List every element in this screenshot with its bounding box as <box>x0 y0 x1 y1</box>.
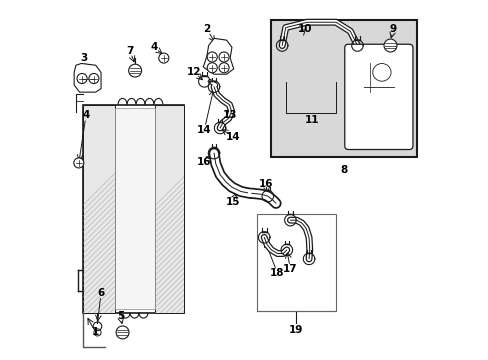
Circle shape <box>89 73 99 84</box>
Text: 7: 7 <box>126 46 133 56</box>
Text: 16: 16 <box>197 157 211 167</box>
Text: 4: 4 <box>150 42 158 52</box>
Text: 12: 12 <box>187 67 201 77</box>
Polygon shape <box>74 63 101 92</box>
Text: 18: 18 <box>270 268 284 278</box>
Circle shape <box>77 73 87 84</box>
Text: 2: 2 <box>203 24 210 35</box>
Polygon shape <box>203 39 233 74</box>
Circle shape <box>74 158 83 168</box>
Bar <box>257 214 335 311</box>
Bar <box>115 108 155 309</box>
FancyBboxPatch shape <box>344 44 412 149</box>
Text: 19: 19 <box>289 325 303 335</box>
Text: 9: 9 <box>389 24 396 35</box>
Circle shape <box>219 63 228 73</box>
Circle shape <box>116 326 129 339</box>
Text: 14: 14 <box>225 132 240 142</box>
Text: 4: 4 <box>82 111 89 121</box>
Text: 16: 16 <box>258 179 273 189</box>
Text: 10: 10 <box>298 24 312 35</box>
Bar <box>155 105 183 313</box>
Circle shape <box>159 53 168 63</box>
Circle shape <box>383 39 396 52</box>
Text: 3: 3 <box>80 53 87 63</box>
Circle shape <box>219 52 228 62</box>
Text: 13: 13 <box>223 111 237 121</box>
Text: 14: 14 <box>197 125 211 135</box>
Text: 15: 15 <box>225 197 240 207</box>
Bar <box>83 105 115 313</box>
Text: 6: 6 <box>97 288 104 298</box>
Text: 17: 17 <box>283 264 297 274</box>
Ellipse shape <box>372 63 390 81</box>
Bar <box>271 21 416 157</box>
Circle shape <box>207 63 217 73</box>
Text: 11: 11 <box>304 115 319 125</box>
Circle shape <box>207 52 217 62</box>
Text: 1: 1 <box>92 327 99 337</box>
Bar <box>83 105 183 313</box>
Text: 5: 5 <box>117 311 124 321</box>
Circle shape <box>128 64 142 77</box>
Text: 8: 8 <box>340 165 347 175</box>
